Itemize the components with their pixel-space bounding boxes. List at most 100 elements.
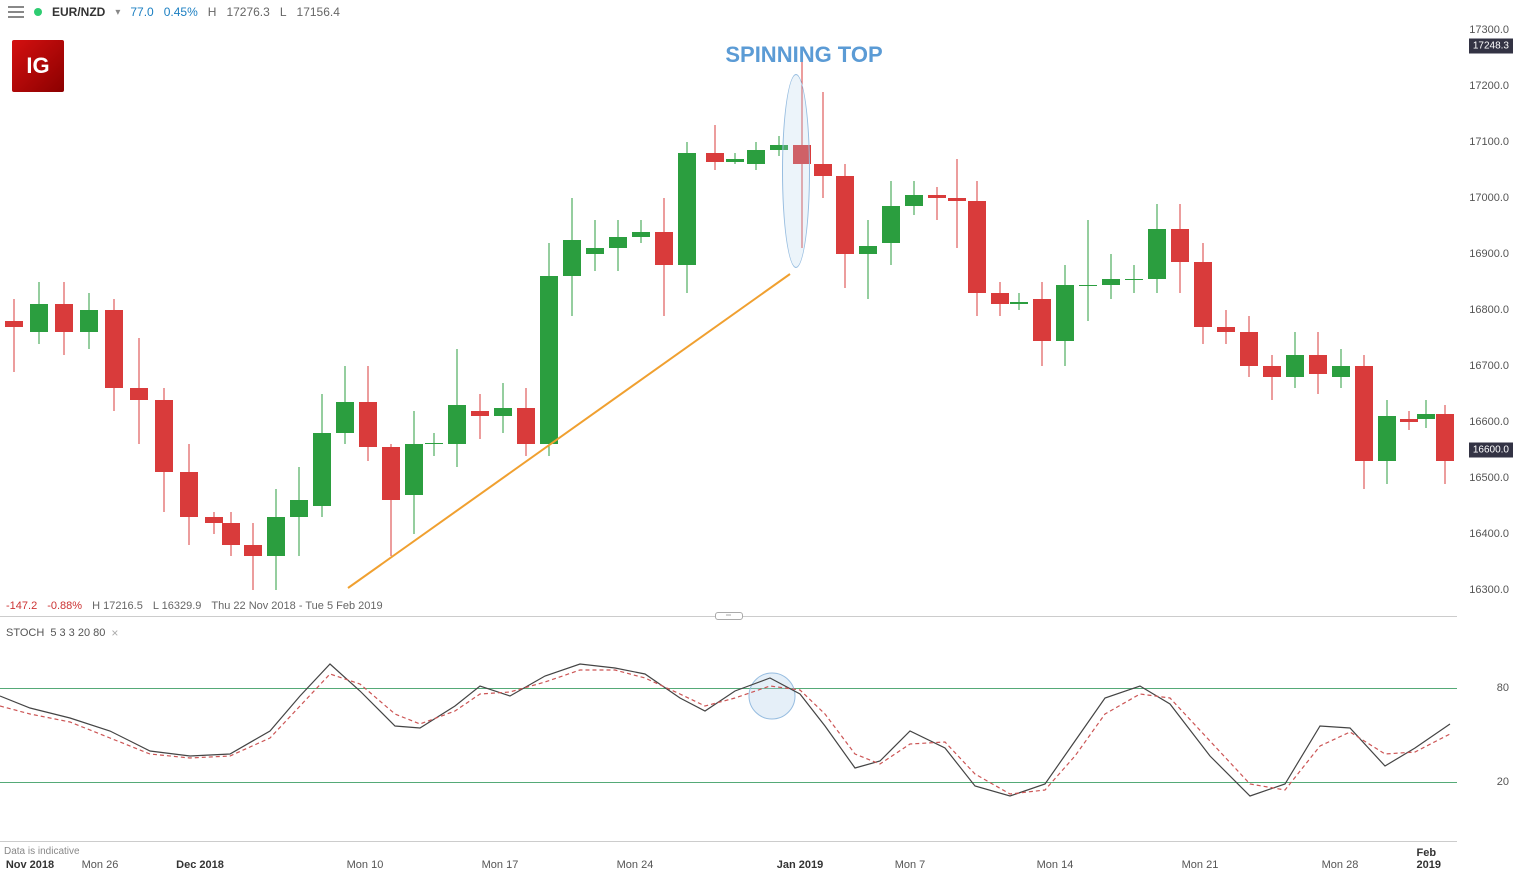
candle [1079, 30, 1097, 590]
candle [948, 30, 966, 590]
candle [1010, 30, 1028, 590]
candle [1194, 30, 1212, 590]
xtick: Mon 26 [82, 859, 119, 871]
price-tag: 16600.0 [1469, 443, 1513, 458]
chart-topbar: EUR/NZD ▾ 77.0 0.45% H 17276.3 L 17156.4 [0, 0, 1517, 24]
candle [1286, 30, 1304, 590]
candle [632, 30, 650, 590]
data-footnote: Data is indicative [4, 846, 80, 857]
candle [1056, 30, 1074, 590]
candle [563, 30, 581, 590]
candle [244, 30, 262, 590]
candle [359, 30, 377, 590]
candle [336, 30, 354, 590]
candle [155, 30, 173, 590]
drag-handle-icon[interactable]: ═ [715, 612, 743, 620]
spinning-top-annotation: SPINNING TOP [725, 42, 882, 68]
candle [747, 30, 765, 590]
xtick: Mon 17 [482, 859, 519, 871]
price-tag: 17248.3 [1469, 39, 1513, 54]
ytick: 17300.0 [1469, 24, 1509, 36]
info-range: Thu 22 Nov 2018 - Tue 5 Feb 2019 [211, 600, 382, 612]
candle [540, 30, 558, 590]
high-value: 17276.3 [226, 5, 269, 19]
candle [382, 30, 400, 590]
low-value: 17156.4 [297, 5, 340, 19]
candle [1378, 30, 1396, 590]
change-pct: 0.45% [164, 5, 198, 19]
candle [814, 30, 832, 590]
trendline-info: -147.2 -0.88% H 17216.5 L 16329.9 Thu 22… [6, 600, 383, 612]
candle [130, 30, 148, 590]
ytick: 16900.0 [1469, 248, 1509, 260]
candle [1102, 30, 1120, 590]
ytick: 17000.0 [1469, 192, 1509, 204]
xtick: Mon 14 [1037, 859, 1074, 871]
status-dot [34, 8, 42, 16]
ytick: 16400.0 [1469, 528, 1509, 540]
candle [405, 30, 423, 590]
ytick: 17100.0 [1469, 136, 1509, 148]
candle [859, 30, 877, 590]
xtick: Mon 28 [1322, 859, 1359, 871]
candle [1171, 30, 1189, 590]
ytick: 16700.0 [1469, 360, 1509, 372]
stochastic-chart[interactable] [0, 656, 1457, 814]
xtick: Feb 2019 [1417, 847, 1444, 871]
time-axis: Data is indicative Nov 2018 Mon 26 Dec 201… [0, 841, 1457, 879]
high-label: H [208, 5, 217, 19]
candle [290, 30, 308, 590]
xtick: Dec 2018 [176, 859, 224, 871]
candle [1125, 30, 1143, 590]
change-value: 77.0 [130, 5, 153, 19]
candle [471, 30, 489, 590]
candle [968, 30, 986, 590]
ytick: 16300.0 [1469, 584, 1509, 596]
candle [222, 30, 240, 590]
ytick: 17200.0 [1469, 80, 1509, 92]
candle [586, 30, 604, 590]
candle [1309, 30, 1327, 590]
stoch-tick: 20 [1497, 776, 1509, 788]
candlestick-chart[interactable] [0, 30, 1457, 590]
candle [836, 30, 854, 590]
candle [1355, 30, 1373, 590]
candle [5, 30, 23, 590]
symbol-name[interactable]: EUR/NZD [52, 5, 105, 19]
candle [1217, 30, 1235, 590]
candle [726, 30, 744, 590]
candle [494, 30, 512, 590]
candle [1332, 30, 1350, 590]
chevron-down-icon[interactable]: ▾ [115, 7, 120, 18]
stoch-axis: 8020 [1457, 656, 1517, 814]
candle [1400, 30, 1418, 590]
candle [1240, 30, 1258, 590]
candle [882, 30, 900, 590]
stoch-label: STOCH [6, 627, 44, 639]
candle [80, 30, 98, 590]
xtick: Nov 2018 [6, 859, 54, 871]
ytick: 16800.0 [1469, 304, 1509, 316]
candle [609, 30, 627, 590]
close-icon[interactable]: × [111, 626, 118, 640]
candle [1263, 30, 1281, 590]
candle [991, 30, 1009, 590]
menu-icon[interactable] [8, 6, 24, 18]
candle [313, 30, 331, 590]
candle [267, 30, 285, 590]
candle [55, 30, 73, 590]
xtick: Jan 2019 [777, 859, 823, 871]
candle [928, 30, 946, 590]
panel-divider[interactable]: ═ [0, 616, 1457, 617]
candle [678, 30, 696, 590]
spinning-top-highlight [782, 74, 810, 268]
ytick: 16500.0 [1469, 472, 1509, 484]
candle [706, 30, 724, 590]
candle [448, 30, 466, 590]
xtick: Mon 10 [347, 859, 384, 871]
candle [905, 30, 923, 590]
info-pct: -0.88% [47, 600, 82, 612]
candle [1436, 30, 1454, 590]
candle [205, 30, 223, 590]
stoch-params: 5 3 3 20 80 [50, 627, 105, 639]
